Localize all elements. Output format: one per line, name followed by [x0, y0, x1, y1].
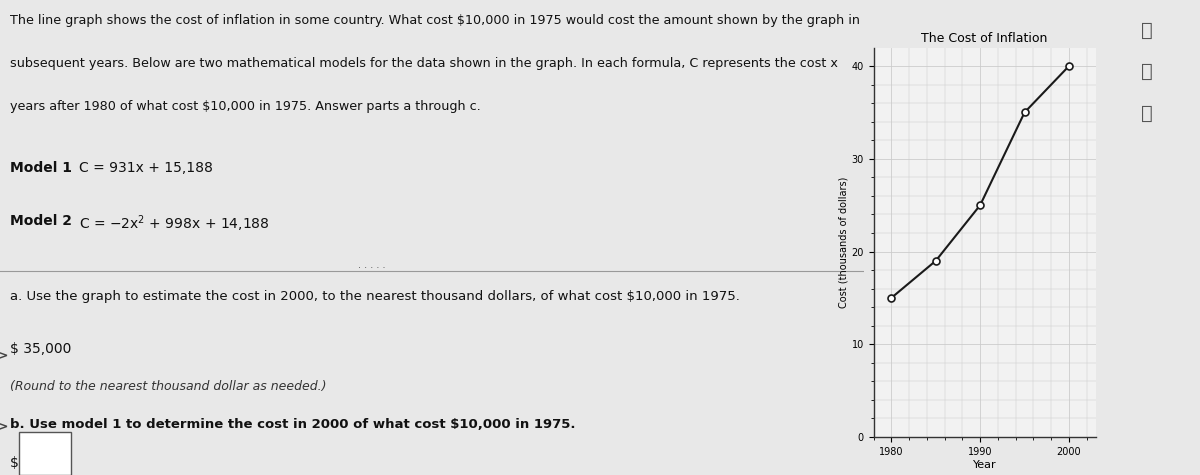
- X-axis label: Year: Year: [973, 459, 996, 469]
- Text: 🔍: 🔍: [1141, 21, 1153, 40]
- Text: $: $: [11, 456, 19, 470]
- Text: subsequent years. Below are two mathematical models for the data shown in the gr: subsequent years. Below are two mathemat…: [11, 57, 839, 70]
- Text: · · · · ·: · · · · ·: [359, 263, 385, 274]
- Text: Model 1: Model 1: [11, 162, 72, 175]
- Text: b. Use model 1 to determine the cost in 2000 of what cost $10,000 in 1975.: b. Use model 1 to determine the cost in …: [11, 418, 576, 431]
- Text: a. Use the graph to estimate the cost in 2000, to the nearest thousand dollars, : a. Use the graph to estimate the cost in…: [11, 290, 740, 303]
- Text: C = 931x + 15,188: C = 931x + 15,188: [79, 162, 214, 175]
- Text: $ 35,000: $ 35,000: [11, 342, 72, 356]
- Text: >: >: [0, 418, 8, 436]
- Text: ⧉: ⧉: [1141, 104, 1153, 123]
- Text: The line graph shows the cost of inflation in some country. What cost $10,000 in: The line graph shows the cost of inflati…: [11, 14, 860, 27]
- Text: years after 1980 of what cost $10,000 in 1975. Answer parts a through c.: years after 1980 of what cost $10,000 in…: [11, 100, 481, 113]
- Text: Model 2: Model 2: [11, 214, 72, 228]
- Text: (Round to the nearest thousand dollar as needed.): (Round to the nearest thousand dollar as…: [11, 380, 326, 393]
- Text: C = $-$2x$^2$ + 998x + 14,188: C = $-$2x$^2$ + 998x + 14,188: [79, 214, 270, 234]
- Title: The Cost of Inflation: The Cost of Inflation: [922, 32, 1048, 45]
- Text: 🔍: 🔍: [1141, 62, 1153, 81]
- FancyBboxPatch shape: [19, 432, 71, 475]
- Text: >: >: [0, 347, 8, 365]
- Y-axis label: Cost (thousands of dollars): Cost (thousands of dollars): [839, 177, 848, 308]
